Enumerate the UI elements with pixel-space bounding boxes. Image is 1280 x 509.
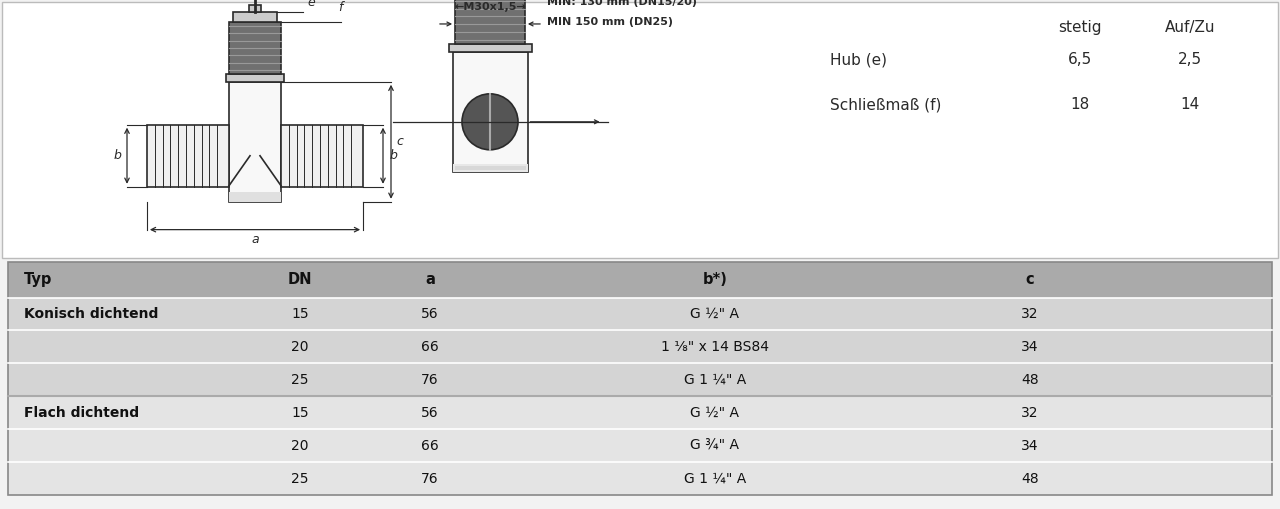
Text: 76: 76 (421, 373, 439, 387)
Text: G 1 ¼" A: G 1 ¼" A (684, 373, 746, 387)
Text: b: b (113, 149, 120, 162)
Bar (229, 22, 282, 74)
Bar (448, 44, 531, 52)
Text: Auf/Zu: Auf/Zu (1165, 20, 1215, 35)
Text: MIN: 130 mm (DN15/20): MIN: 130 mm (DN15/20) (547, 0, 698, 7)
Text: 15: 15 (291, 307, 308, 321)
Bar (453, 52, 527, 172)
Text: f: f (338, 2, 342, 14)
Bar (233, 12, 276, 22)
Bar (8, 330, 1272, 363)
Text: 15: 15 (291, 406, 308, 420)
Text: 48: 48 (1021, 373, 1039, 387)
Text: 2,5: 2,5 (1178, 52, 1202, 67)
Text: G ½" A: G ½" A (690, 307, 740, 321)
Bar (147, 125, 229, 187)
Text: e: e (307, 0, 315, 10)
Text: Schließmaß (f): Schließmaß (f) (829, 97, 941, 112)
Text: 18: 18 (1070, 97, 1089, 112)
Text: 48: 48 (1021, 471, 1039, 486)
Text: 66: 66 (421, 439, 439, 453)
Bar (227, 74, 284, 82)
Text: Konisch dichtend: Konisch dichtend (24, 307, 159, 321)
Text: a: a (251, 233, 259, 246)
Text: 32: 32 (1021, 406, 1039, 420)
Bar (229, 82, 282, 202)
Text: DN: DN (288, 272, 312, 287)
Text: 66: 66 (421, 340, 439, 354)
Text: G ½" A: G ½" A (690, 406, 740, 420)
Bar (282, 125, 364, 187)
Bar (8, 297, 1272, 330)
Text: 14: 14 (1180, 97, 1199, 112)
Text: 56: 56 (421, 307, 439, 321)
Bar (8, 363, 1272, 397)
Text: b: b (389, 149, 397, 162)
Text: 20: 20 (292, 439, 308, 453)
Bar (453, 164, 527, 172)
Text: 32: 32 (1021, 307, 1039, 321)
Bar (250, 5, 261, 12)
Bar (8, 397, 1272, 429)
Text: 25: 25 (292, 373, 308, 387)
Text: 34: 34 (1021, 439, 1039, 453)
Text: 20: 20 (292, 340, 308, 354)
Text: 56: 56 (421, 406, 439, 420)
Text: 76: 76 (421, 471, 439, 486)
Bar (8, 262, 1272, 297)
Text: G 1 ¼" A: G 1 ¼" A (684, 471, 746, 486)
Text: 34: 34 (1021, 340, 1039, 354)
Text: MIN 150 mm (DN25): MIN 150 mm (DN25) (547, 17, 673, 27)
Text: 6,5: 6,5 (1068, 52, 1092, 67)
Text: 1 ⅛" x 14 BS84: 1 ⅛" x 14 BS84 (660, 340, 769, 354)
Text: G ¾" A: G ¾" A (690, 439, 740, 453)
Bar (454, 166, 526, 169)
Bar (454, 0, 525, 44)
Text: Hub (e): Hub (e) (829, 52, 887, 67)
Text: Typ: Typ (24, 272, 52, 287)
Text: c: c (1025, 272, 1034, 287)
Text: b*): b*) (703, 272, 727, 287)
Text: a: a (425, 272, 435, 287)
Text: 25: 25 (292, 471, 308, 486)
Text: ←M30x1,5→: ←M30x1,5→ (454, 2, 526, 12)
Text: stetig: stetig (1059, 20, 1102, 35)
Circle shape (462, 94, 518, 150)
Bar (8, 462, 1272, 495)
Text: Flach dichtend: Flach dichtend (24, 406, 140, 420)
Bar (8, 429, 1272, 462)
Bar (229, 192, 282, 202)
Text: c: c (397, 135, 403, 148)
